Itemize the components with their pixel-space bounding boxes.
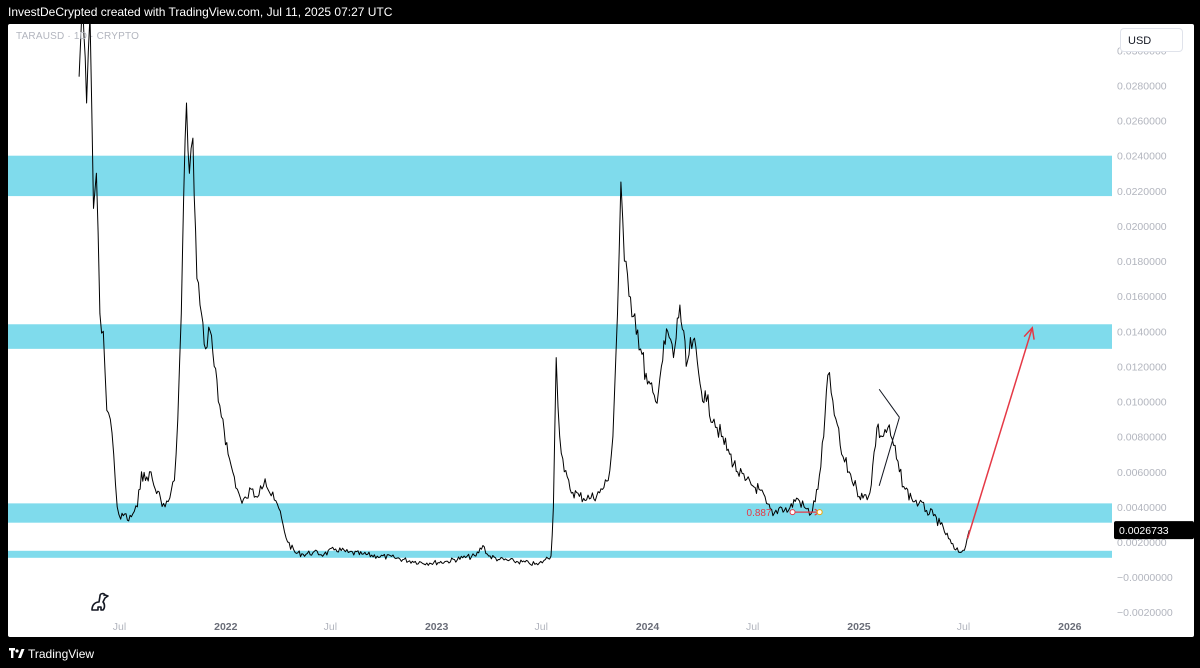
tradingview-dino-icon [91, 592, 109, 611]
price-tick-label: 0.0100000 [1117, 397, 1167, 409]
footer-bar: TradingView [0, 640, 1200, 668]
measure-label: 0.887 [747, 508, 772, 519]
symbol-label: TARAUSD · 1D · CRYPTO [16, 31, 140, 42]
time-tick-label: Jul [113, 621, 126, 633]
last-price-badge [1114, 521, 1194, 540]
price-chart[interactable]: 0.887 0.03000000.02800000.02600000.02400… [8, 24, 1194, 637]
price-tick-label: 0.0080000 [1117, 432, 1167, 444]
price-tick-label: −0.0000000 [1117, 572, 1173, 584]
attribution-text: InvestDeCrypted created with TradingView… [8, 5, 393, 19]
time-tick-label: Jul [535, 621, 548, 633]
chart-panel[interactable]: TARAUSD · 1D · CRYPTO USD 0.887 0.030000… [8, 24, 1194, 637]
price-tick-label: 0.0020000 [1117, 537, 1167, 549]
footer-brand: TradingView [28, 647, 95, 661]
time-tick-label: 2025 [847, 621, 871, 633]
price-tick-label: 0.0180000 [1117, 256, 1167, 268]
price-axis: 0.03000000.02800000.02600000.02400000.02… [1114, 45, 1194, 619]
time-tick-label: Jul [324, 621, 337, 633]
price-tick-label: 0.0220000 [1117, 186, 1167, 198]
series-layer [78, 24, 970, 566]
price-tick-label: 0.0060000 [1117, 467, 1167, 479]
price-tick-label: 0.0160000 [1117, 291, 1167, 303]
wedge-line-1 [878, 417, 900, 486]
price-tick-label: 0.0140000 [1117, 326, 1167, 338]
wedge-line-0 [878, 388, 900, 418]
price-tick-label: 0.0120000 [1117, 361, 1167, 373]
currency-button[interactable]: USD [1120, 28, 1183, 52]
zone-band-1 [8, 324, 1112, 349]
price-tick-label: 0.0260000 [1117, 116, 1167, 128]
price-tick-label: −0.0020000 [1117, 607, 1173, 619]
zone-band-0 [8, 155, 1112, 197]
zone-band-2 [8, 503, 1112, 523]
measure-start-dot [789, 509, 796, 516]
time-tick-label: Jul [746, 621, 759, 633]
time-axis: Jul 2022 Jul 2023 Jul 2024 Jul 2025 Jul 2026 [113, 621, 1082, 633]
projection-arrow-line [966, 327, 1033, 539]
time-tick-label: 2024 [636, 621, 660, 633]
last-price-label: 0.0026733 [1119, 525, 1169, 537]
projection-arrowhead [1023, 326, 1035, 340]
zone-band-3 [8, 550, 1112, 558]
price-line [78, 24, 970, 566]
time-tick-label: Jul [957, 621, 970, 633]
price-tick-label: 0.0240000 [1117, 151, 1167, 163]
price-tick-label: 0.0280000 [1117, 80, 1167, 92]
annotations-layer: 0.887 [747, 326, 1035, 539]
time-tick-label: 2023 [425, 621, 449, 633]
measure-end-dot [816, 509, 823, 516]
price-tick-label: 0.0040000 [1117, 502, 1167, 514]
attribution-bar: InvestDeCrypted created with TradingView… [0, 0, 1200, 24]
price-tick-label: 0.0200000 [1117, 221, 1167, 233]
zones-layer [8, 155, 1112, 558]
tradingview-logo-icon [9, 648, 25, 658]
time-tick-label: 2026 [1058, 621, 1082, 633]
time-tick-label: 2022 [214, 621, 238, 633]
